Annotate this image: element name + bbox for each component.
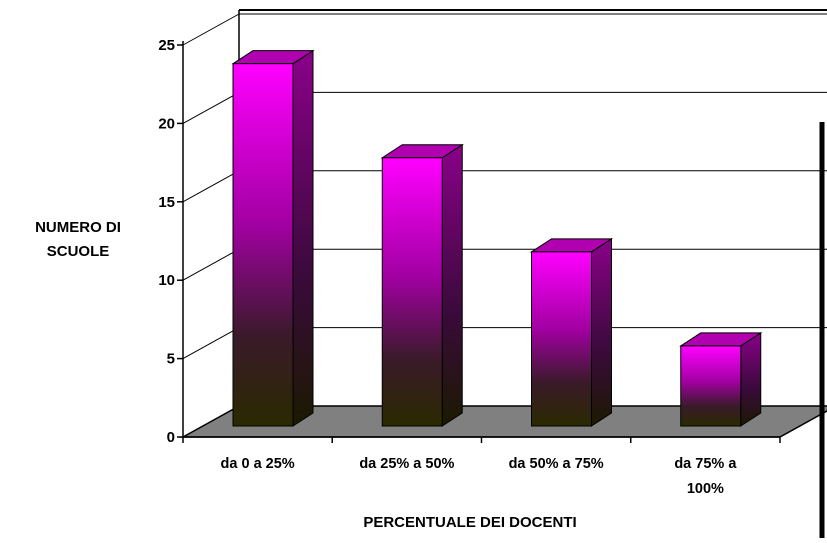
chart-front-layer: 0 5 10 15 20 25 da 0 a 25% da 25% a 50% da 50% a… [158,37,781,531]
x-tick-label: da 0 a 25% [221,456,295,472]
x-tick-label: 100% [687,481,724,497]
y-tick-label: 20 [158,115,175,132]
bar-side [740,331,762,427]
gridline-side [182,327,240,360]
y-tick-label: 10 [158,272,175,289]
x-tick-label: da 50% a 75% [509,456,604,472]
gridline-side [182,248,240,281]
bar-side [292,49,314,427]
y-tick-label: 0 [167,429,175,446]
bar [531,251,592,427]
y-tick-label: 5 [167,351,175,368]
x-axis-title: PERCENTUALE DEI DOCENTI [363,514,576,531]
bar [680,345,742,427]
y-tick-label: 25 [158,37,175,54]
y-axis-label-line: NUMERO DI [35,219,121,236]
bar-side [441,143,463,427]
x-tick-label: da 75% a [674,456,737,472]
chart-bars-layer [231,49,763,427]
y-tick-label: 15 [158,194,175,211]
y-axis-label-line: SCUOLE [46,243,110,260]
gridline-side [182,91,240,124]
bar-side [591,237,612,427]
gridline-side [182,13,240,46]
gridline-side [182,170,240,203]
bar [232,63,294,427]
x-tick-label: da 25% a 50% [359,456,454,472]
y-axis-label: NUMERO DI SCUOLE [8,216,148,264]
bar [381,157,443,427]
